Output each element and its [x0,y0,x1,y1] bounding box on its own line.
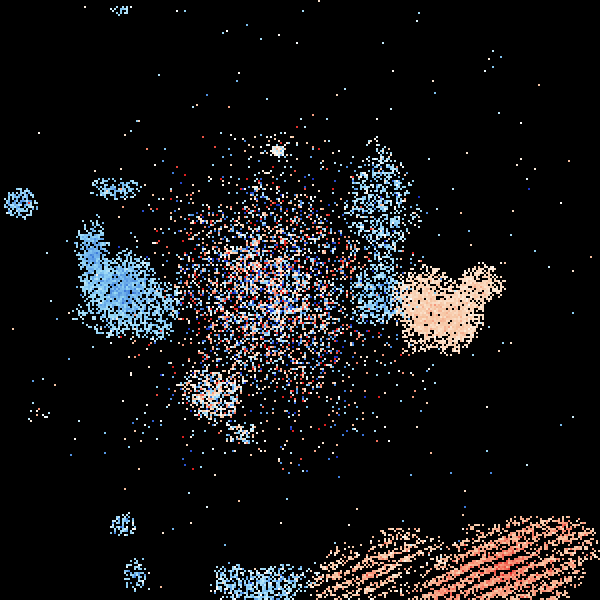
figure-canvas-container: Diverging residual field map Sparse pixe… [0,0,600,600]
field-map-canvas [0,0,600,600]
